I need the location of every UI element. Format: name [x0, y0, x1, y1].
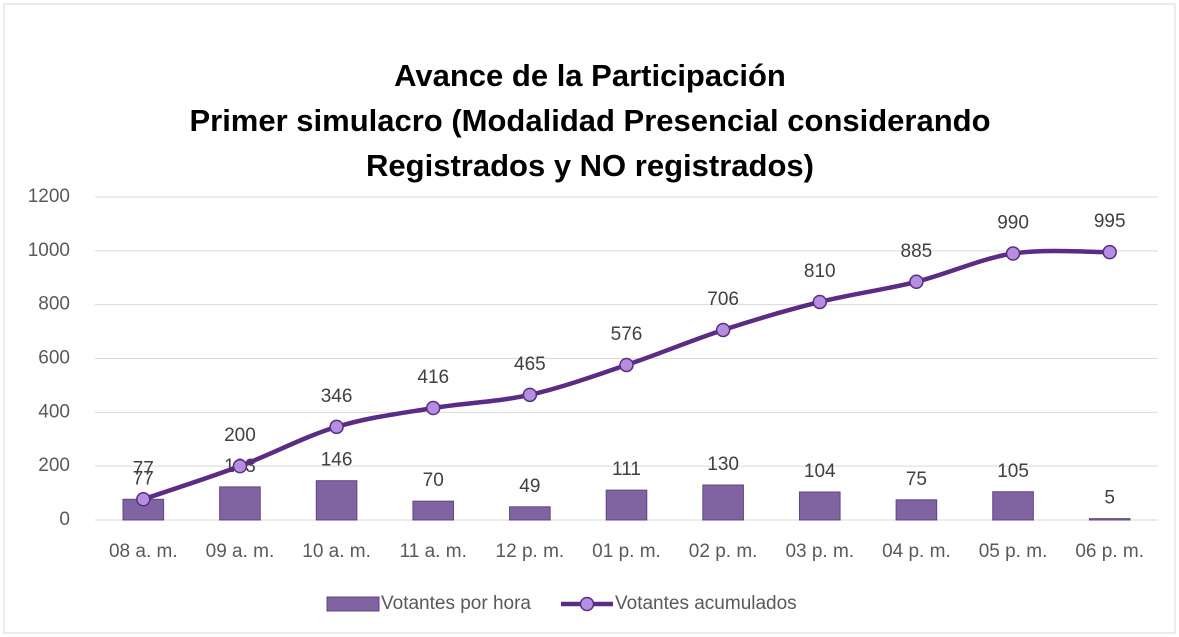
legend-label: Votantes por hora	[381, 593, 531, 614]
data-label: 77	[133, 468, 154, 489]
data-label: 576	[611, 324, 643, 345]
chart-border	[3, 3, 1176, 634]
x-tick-label: 02 p. m.	[689, 541, 758, 562]
data-label: 346	[321, 386, 353, 407]
marker	[136, 492, 151, 507]
y-tick-label: 1000	[28, 240, 70, 261]
chart-title: Registrados y NO registrados)	[366, 148, 814, 183]
x-tick-label: 10 a. m.	[302, 541, 371, 562]
data-label: 200	[224, 425, 256, 446]
x-tick-label: 05 p. m.	[979, 541, 1048, 562]
x-tick-label: 06 p. m.	[1075, 541, 1144, 562]
y-tick-label: 600	[38, 348, 70, 369]
data-label: 75	[906, 469, 927, 490]
data-label: 130	[707, 454, 739, 475]
data-label: 104	[804, 461, 836, 482]
data-label: 990	[997, 213, 1029, 234]
marker	[329, 419, 344, 435]
marker	[425, 400, 441, 416]
bar	[509, 506, 551, 521]
data-label: 77	[133, 458, 154, 479]
x-tick-label: 12 p. m.	[496, 541, 565, 562]
marker	[1005, 246, 1021, 261]
x-tick-label: 11 a. m.	[400, 541, 467, 562]
bar	[1088, 518, 1131, 521]
data-label: 465	[514, 354, 546, 375]
y-tick-label: 0	[59, 509, 70, 530]
marker	[715, 322, 731, 338]
data-label: 111	[612, 459, 641, 480]
x-tick-label: 09 a. m.	[206, 541, 275, 562]
bar	[798, 491, 841, 521]
marker	[1102, 244, 1117, 260]
bar	[219, 486, 261, 521]
data-label: 995	[1094, 211, 1126, 232]
data-label: 706	[707, 289, 739, 310]
x-tick-label: 01 p. m.	[592, 541, 661, 562]
chart-title: Avance de la Participación	[394, 58, 786, 93]
bar	[895, 499, 938, 521]
legend-label: Votantes acumulados	[615, 593, 797, 614]
data-label: 810	[804, 261, 836, 282]
legend-marker	[579, 596, 595, 612]
data-label: 5	[1104, 488, 1115, 509]
bar	[605, 489, 648, 521]
marker	[522, 387, 538, 403]
y-tick-label: 1200	[28, 186, 70, 207]
data-label: 105	[997, 461, 1029, 482]
data-label: 146	[321, 450, 353, 471]
y-tick-label: 200	[38, 455, 70, 476]
data-label: 885	[901, 241, 933, 262]
chart-title: Primer simulacro (Modalidad Presencial c…	[189, 103, 990, 138]
marker	[619, 357, 634, 373]
bar	[315, 480, 358, 521]
x-tick-label: 03 p. m.	[785, 541, 854, 562]
data-label: 70	[423, 470, 444, 491]
y-tick-label: 800	[38, 294, 70, 315]
bar	[702, 484, 744, 521]
marker	[909, 274, 924, 290]
x-tick-label: 08 a. m.	[109, 541, 178, 562]
y-tick-label: 400	[38, 401, 70, 422]
data-label: 416	[417, 367, 449, 388]
bar	[412, 500, 455, 521]
data-label: 49	[519, 476, 540, 497]
marker	[232, 458, 248, 474]
marker	[812, 294, 828, 310]
legend-swatch	[326, 596, 380, 612]
bar	[992, 491, 1034, 521]
x-tick-label: 04 p. m.	[882, 541, 951, 562]
